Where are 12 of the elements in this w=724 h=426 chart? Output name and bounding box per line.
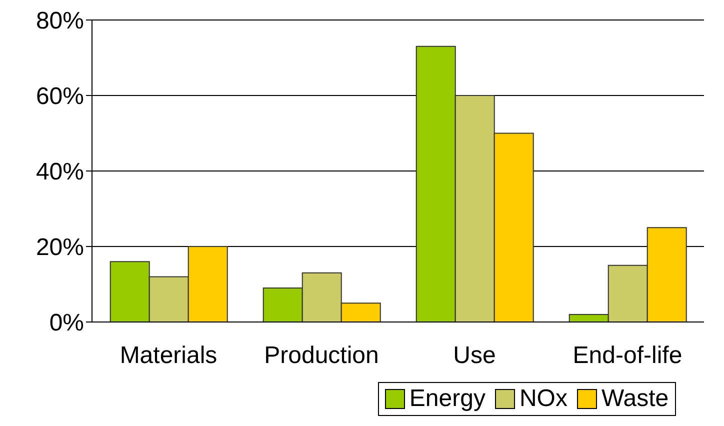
y-tick-label: 40%: [36, 158, 84, 186]
y-tick-label: 80%: [36, 8, 84, 35]
legend-label: NOx: [518, 385, 568, 413]
x-tick-label: Production: [264, 342, 379, 370]
y-tick-label: 20%: [36, 234, 84, 262]
legend-label: Waste: [600, 385, 669, 413]
x-tick-label: Materials: [120, 342, 218, 370]
legend-label: Energy: [408, 385, 486, 413]
y-tick-label: 0%: [49, 310, 84, 337]
y-tick-label: 60%: [36, 83, 84, 110]
x-tick-label: Use: [453, 342, 496, 370]
x-tick-label: End-of-life: [572, 342, 682, 370]
